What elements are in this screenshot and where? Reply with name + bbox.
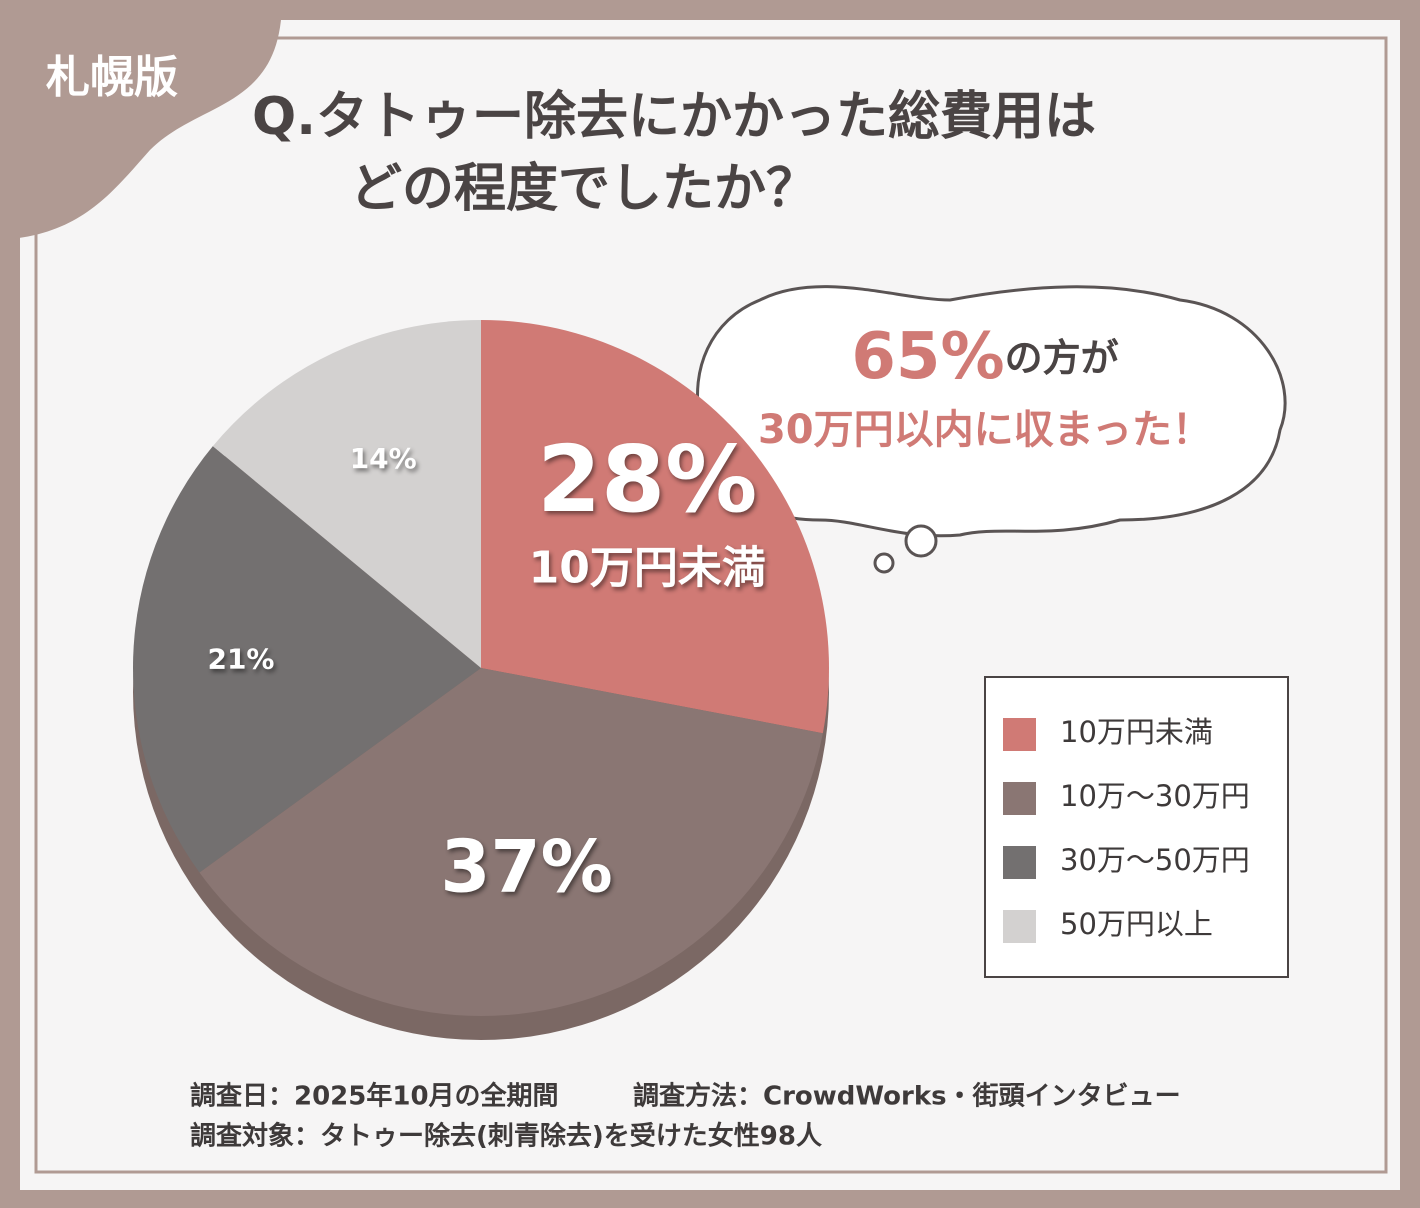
- panel-border: [34, 36, 1388, 1174]
- annotation-percent: 65%: [851, 320, 1004, 394]
- footer-note: 調査対象：タトゥー除去(刺青除去)を受けた女性98人: [190, 1121, 822, 1152]
- pie-slice: [481, 320, 829, 734]
- data-label: 21%: [207, 642, 274, 675]
- data-label: 14%: [350, 442, 417, 475]
- legend-swatch: [1003, 910, 1036, 943]
- badge-shape: [0, 0, 282, 240]
- annotation-text: の方が: [1005, 336, 1119, 380]
- legend-label: 50万円以上: [1060, 907, 1213, 941]
- chart-title: Q.タトゥー除去にかかった総費用は: [252, 87, 1096, 147]
- annotation-text: 30万円以内に収まった！: [758, 407, 1212, 453]
- legend-swatch: [1003, 782, 1036, 815]
- legend-label: 10万円未満: [1060, 715, 1213, 749]
- data-label: 37%: [440, 824, 612, 908]
- pie-slice: [212, 320, 481, 668]
- legend-label: 30万～50万円: [1060, 843, 1250, 877]
- legend-swatch: [1003, 718, 1036, 751]
- chart-title: どの程度でしたか？: [350, 159, 818, 219]
- pie: 28% 10万円未満 37% 21% 14%: [133, 320, 829, 1040]
- bubble-dot: [873, 552, 895, 574]
- legend-swatch: [1003, 846, 1036, 879]
- bubble-dot: [904, 524, 938, 558]
- annotation: 65%の方が: [851, 320, 1118, 394]
- legend-label: 10万～30万円: [1060, 779, 1250, 813]
- footer-note: 調査日：2025年10月の全期間: [190, 1081, 559, 1112]
- data-label: 28%: [537, 426, 757, 533]
- legend: 10万円未満 10万～30万円 30万～50万円 50万円以上: [1003, 715, 1250, 943]
- pie-slice: [133, 446, 481, 873]
- footer-note: 調査方法：CrowdWorks・街頭インタビュー: [633, 1081, 1181, 1112]
- pie-slice: [199, 668, 823, 1016]
- badge: 札幌版: [46, 52, 178, 103]
- slice-category-label: 10万円未満: [529, 542, 766, 593]
